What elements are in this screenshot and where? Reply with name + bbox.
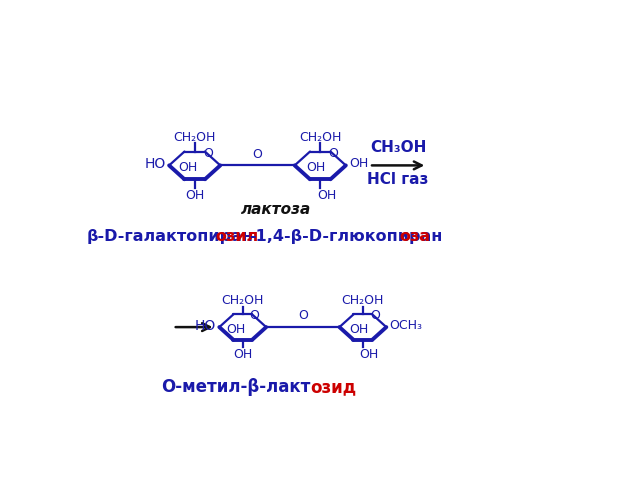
Text: оза: оза	[399, 229, 430, 244]
Text: HO: HO	[195, 319, 216, 333]
Text: О-метил-β-лакт: О-метил-β-лакт	[161, 378, 310, 396]
Text: OH: OH	[349, 323, 368, 336]
Text: OH: OH	[227, 323, 246, 336]
Text: HO: HO	[145, 157, 166, 171]
Text: OH: OH	[317, 189, 337, 202]
Text: O: O	[253, 148, 262, 161]
Text: OH: OH	[360, 348, 379, 361]
Text: O: O	[328, 146, 338, 159]
Text: OH: OH	[178, 161, 197, 174]
Text: -1,4-β-D-глюкопиран: -1,4-β-D-глюкопиран	[249, 229, 442, 244]
Text: CH₃OH: CH₃OH	[370, 140, 426, 155]
Text: CH₂OH: CH₂OH	[173, 131, 216, 144]
Text: CH₂OH: CH₂OH	[299, 131, 341, 144]
Text: β-D-галактопиран: β-D-галактопиран	[86, 229, 253, 244]
Text: OH: OH	[306, 161, 325, 174]
Text: O: O	[203, 146, 212, 159]
Text: лактоза: лактоза	[241, 203, 312, 217]
Text: O: O	[370, 310, 380, 323]
Text: CH₂OH: CH₂OH	[221, 294, 264, 307]
Text: OCH₃: OCH₃	[389, 319, 422, 332]
Text: O: O	[298, 310, 308, 323]
Text: OH: OH	[349, 157, 368, 170]
Text: озид: озид	[310, 378, 356, 396]
Text: CH₂OH: CH₂OH	[342, 294, 384, 307]
Text: OH: OH	[185, 189, 204, 202]
Text: O: O	[250, 310, 260, 323]
Text: OH: OH	[233, 348, 252, 361]
Text: HCl газ: HCl газ	[367, 171, 429, 187]
Text: озил: озил	[216, 229, 259, 244]
